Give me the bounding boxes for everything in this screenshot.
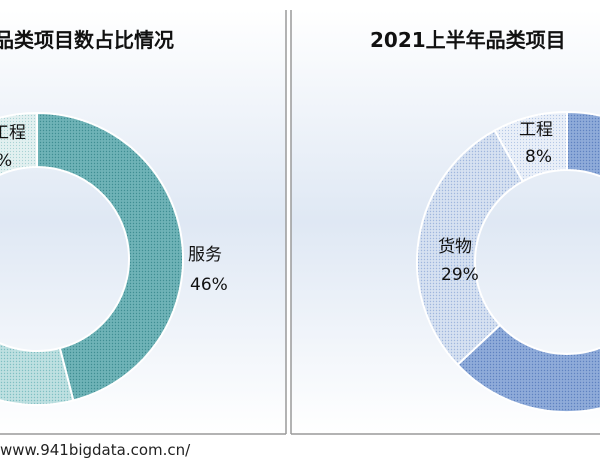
- chart-title: 2021上半年品类项目: [370, 28, 566, 52]
- chart-title: 品类项目数占比情况: [0, 28, 174, 52]
- slice-label-value: 29%: [441, 265, 479, 285]
- slice-label-name: 工程: [0, 123, 26, 143]
- donut-chart-left: [0, 111, 184, 406]
- left-panel: 品类项目数占比情况 服务 46% 工程 %: [0, 10, 287, 435]
- slice-label-name: 服务: [188, 245, 222, 265]
- donut-chart-right: [416, 110, 600, 413]
- source-url: www.941bigdata.com.cn/: [0, 441, 191, 459]
- donut-slice-goods: [416, 129, 525, 367]
- donut-slice-service: [456, 110, 600, 413]
- slice-label-value: 8%: [525, 147, 552, 167]
- donut-slice-service: [36, 111, 184, 402]
- right-panel: 2021上半年品类项目 工程 8% 货物 29%: [290, 10, 600, 435]
- donut-slice-goods: [0, 342, 75, 406]
- slice-label-value: %: [0, 151, 12, 171]
- slice-label-name: 货物: [438, 237, 472, 257]
- slice-label-name: 工程: [519, 120, 553, 140]
- donut-slice-engineering: [0, 111, 38, 176]
- slice-label-value: 46%: [190, 275, 228, 295]
